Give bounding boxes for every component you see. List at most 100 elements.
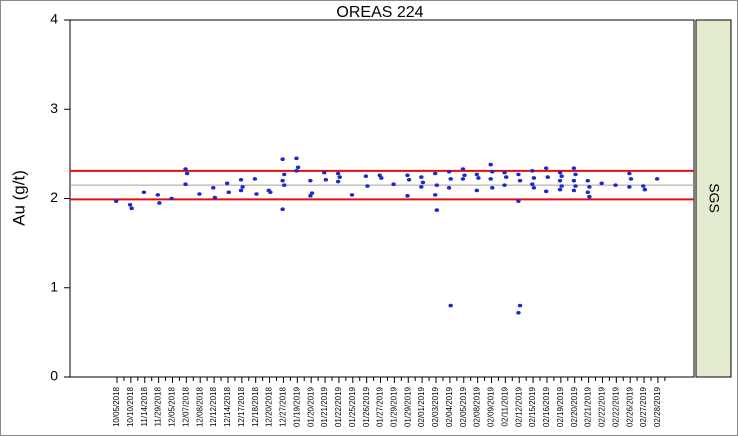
y-tick-label: 3	[50, 100, 58, 116]
y-tick-label: 4	[50, 11, 58, 27]
point	[557, 178, 563, 183]
point	[434, 208, 440, 212]
x-tick-label: 11/29/2018	[154, 386, 163, 426]
point	[252, 177, 258, 181]
x-tick-label: 02/26/2019	[625, 386, 634, 427]
point	[268, 190, 273, 195]
point	[448, 177, 453, 181]
x-tick-label: 02/09/2019	[487, 386, 496, 427]
point	[571, 188, 577, 193]
point	[474, 172, 480, 177]
point	[642, 187, 648, 192]
point	[627, 185, 632, 189]
point	[295, 165, 301, 170]
point	[379, 176, 384, 180]
x-tick-label: 02/21/2019	[584, 386, 593, 427]
point	[446, 185, 452, 190]
point	[335, 171, 341, 176]
x-tick-label: 12/07/2018	[181, 386, 190, 427]
x-tick-label: 02/20/2019	[570, 386, 579, 427]
point	[654, 177, 660, 181]
point	[377, 173, 382, 178]
point	[337, 175, 342, 179]
point	[543, 166, 549, 170]
point	[141, 190, 147, 195]
x-tick-label: 01/29/2019	[403, 386, 412, 427]
point	[282, 183, 287, 187]
point	[460, 177, 466, 181]
point	[557, 170, 563, 175]
x-tick-label: 11/14/2018	[140, 386, 149, 426]
point	[363, 174, 369, 178]
point	[280, 207, 285, 212]
point	[530, 182, 535, 187]
x-tick-label: 12/12/2018	[209, 386, 218, 427]
x-tick-label: 01/29/2019	[390, 386, 399, 427]
point	[226, 190, 231, 195]
point	[433, 171, 438, 176]
x-tick-label: 02/27/2019	[639, 386, 648, 427]
point	[155, 193, 161, 197]
point	[559, 174, 564, 178]
point	[419, 175, 424, 179]
point	[543, 189, 549, 194]
point	[308, 194, 313, 198]
x-tick-label: 12/17/2018	[237, 386, 246, 427]
x-tick-label: 10/10/2018	[126, 386, 135, 427]
point	[488, 162, 493, 167]
x-tick-label: 12/18/2018	[251, 386, 260, 427]
point	[238, 188, 244, 193]
x-tick-label: 02/01/2019	[417, 386, 426, 427]
x-tick-label: 02/22/2019	[611, 386, 620, 427]
point	[294, 156, 299, 161]
point	[308, 178, 313, 183]
point	[129, 206, 134, 211]
point	[517, 303, 523, 308]
point	[545, 175, 550, 179]
x-tick-label: 12/08/2018	[195, 386, 204, 427]
x-tick-label: 02/11/2019	[500, 386, 509, 426]
x-tick-label: 01/20/2019	[306, 386, 315, 427]
point	[599, 181, 604, 186]
point	[433, 193, 438, 197]
point	[446, 169, 452, 174]
point	[184, 171, 190, 176]
point	[238, 177, 244, 182]
y-axis-label: Au (g/t)	[9, 170, 28, 226]
point	[280, 157, 285, 162]
point	[420, 180, 426, 185]
x-tick-label: 02/15/2019	[528, 386, 537, 427]
x-tick-label: 12/14/2018	[223, 386, 232, 427]
x-tick-label: 10/05/2018	[112, 386, 121, 427]
point	[585, 178, 590, 183]
x-tick-label: 01/19/2019	[292, 386, 301, 427]
point	[517, 178, 523, 183]
point	[628, 177, 634, 181]
side-label: SGS	[706, 183, 722, 213]
point	[571, 166, 577, 170]
side-panel	[695, 19, 732, 378]
x-tick-label: 02/03/2019	[431, 386, 440, 427]
point	[503, 175, 509, 179]
point	[419, 185, 424, 189]
point	[502, 170, 507, 175]
x-tick-label: 02/16/2019	[542, 386, 551, 427]
point	[254, 192, 259, 196]
point	[559, 184, 564, 188]
x-tick-label: 01/21/2019	[320, 386, 329, 427]
x-tick-label: 02/19/2019	[556, 386, 565, 427]
point	[282, 172, 287, 177]
point	[641, 184, 646, 188]
point	[183, 182, 188, 187]
point	[585, 190, 590, 195]
point	[613, 183, 618, 187]
point	[322, 170, 327, 175]
x-tick-label: 12/27/2018	[279, 386, 288, 427]
x-tick-label: 02/28/2019	[653, 386, 662, 427]
point	[197, 192, 202, 196]
point	[502, 183, 507, 187]
point	[294, 169, 299, 173]
point	[474, 188, 480, 193]
chart-title: OREAS 224	[336, 4, 423, 21]
